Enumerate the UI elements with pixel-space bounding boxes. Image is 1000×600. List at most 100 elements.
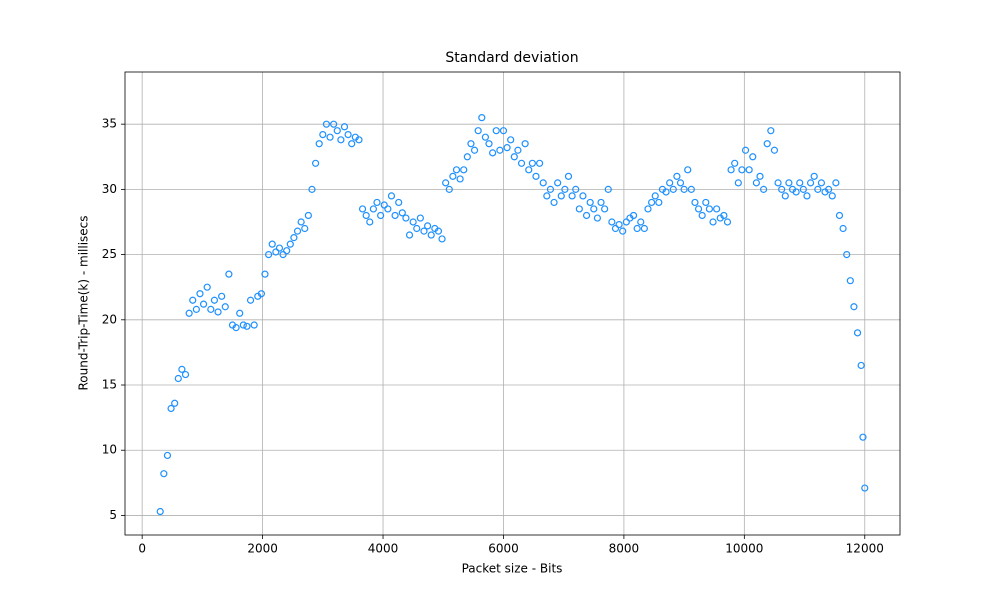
data-point: [358, 205, 367, 213]
data-point: [449, 172, 457, 180]
data-point: [756, 172, 764, 180]
y-tick-label: 35: [102, 117, 117, 131]
data-point: [283, 247, 291, 255]
data-point: [767, 127, 775, 135]
data-point: [189, 296, 197, 304]
data-point: [275, 244, 284, 252]
data-point: [720, 211, 728, 220]
data-point: [705, 205, 714, 213]
data-point: [423, 222, 432, 230]
data-point: [662, 188, 670, 196]
data-point: [644, 205, 652, 213]
data-point: [174, 374, 182, 383]
data-point: [279, 250, 287, 259]
y-tick-label: 25: [102, 247, 117, 261]
data-point: [709, 218, 717, 226]
data-point: [586, 198, 594, 207]
data-point: [622, 218, 630, 226]
data-point: [413, 224, 421, 233]
data-point: [438, 235, 446, 243]
y-axis-label: Round-Trip-Time(k) - millisecs: [77, 215, 91, 390]
data-point: [489, 149, 497, 157]
data-point: [460, 166, 468, 174]
data-point: [232, 324, 240, 332]
data-point: [601, 205, 609, 213]
data-point: [391, 211, 399, 220]
data-point: [293, 227, 302, 235]
data-point: [348, 140, 356, 148]
data-point: [456, 175, 464, 183]
data-point: [167, 404, 175, 413]
data-point: [485, 140, 493, 148]
data-point: [832, 179, 840, 187]
data-point: [843, 250, 851, 259]
data-point: [261, 270, 269, 278]
data-point: [785, 179, 793, 187]
x-tick-label: 0: [138, 542, 146, 556]
data-point: [702, 198, 710, 207]
data-point: [615, 220, 623, 229]
data-point: [207, 305, 215, 313]
data-point: [539, 179, 547, 187]
data-point: [535, 159, 544, 167]
y-tick-label: 30: [102, 182, 117, 196]
data-point: [640, 224, 648, 233]
data-point: [604, 185, 612, 193]
data-point: [525, 166, 533, 174]
data-point: [507, 136, 515, 144]
data-point: [272, 248, 280, 256]
data-point: [470, 146, 479, 154]
data-point: [611, 224, 620, 233]
data-point: [510, 153, 518, 161]
data-point: [749, 153, 757, 161]
data-point: [373, 198, 381, 207]
data-point: [257, 290, 265, 298]
data-point: [286, 240, 294, 248]
data-point: [265, 250, 273, 259]
data-point: [861, 484, 869, 492]
data-point: [763, 140, 771, 148]
data-point: [344, 131, 352, 139]
plot-frame: [124, 71, 901, 536]
data-point: [319, 131, 327, 139]
x-tick-label: 4000: [368, 542, 399, 556]
data-point: [163, 451, 172, 460]
data-point: [185, 309, 193, 317]
data-point: [550, 198, 558, 207]
data-point: [304, 211, 312, 220]
data-point: [377, 211, 385, 220]
data-point: [239, 321, 247, 329]
data-point: [478, 114, 486, 122]
data-point: [774, 179, 782, 187]
data-point: [156, 507, 164, 516]
data-point: [629, 211, 638, 220]
data-point: [452, 166, 461, 174]
chart-title: Standard deviation: [445, 50, 578, 66]
x-axis-label: Packet size - Bits: [462, 562, 563, 576]
data-point: [330, 120, 338, 128]
data-point: [846, 277, 854, 285]
data-point: [481, 133, 490, 141]
data-point: [225, 270, 233, 278]
data-point: [781, 192, 789, 200]
data-point: [355, 136, 363, 144]
data-point: [409, 218, 417, 226]
data-point: [853, 329, 862, 337]
data-point: [680, 185, 688, 193]
data-point: [655, 198, 663, 207]
data-point: [492, 127, 500, 135]
data-point: [333, 127, 341, 135]
data-point: [825, 185, 833, 193]
data-point: [676, 179, 685, 187]
data-point: [268, 240, 276, 248]
data-point: [395, 198, 403, 207]
data-point: [575, 205, 583, 213]
data-point: [427, 231, 435, 239]
data-point: [752, 179, 760, 187]
y-tick-label: 5: [109, 508, 117, 522]
data-point: [698, 211, 706, 220]
data-point: [250, 321, 258, 329]
data-point: [608, 218, 616, 226]
